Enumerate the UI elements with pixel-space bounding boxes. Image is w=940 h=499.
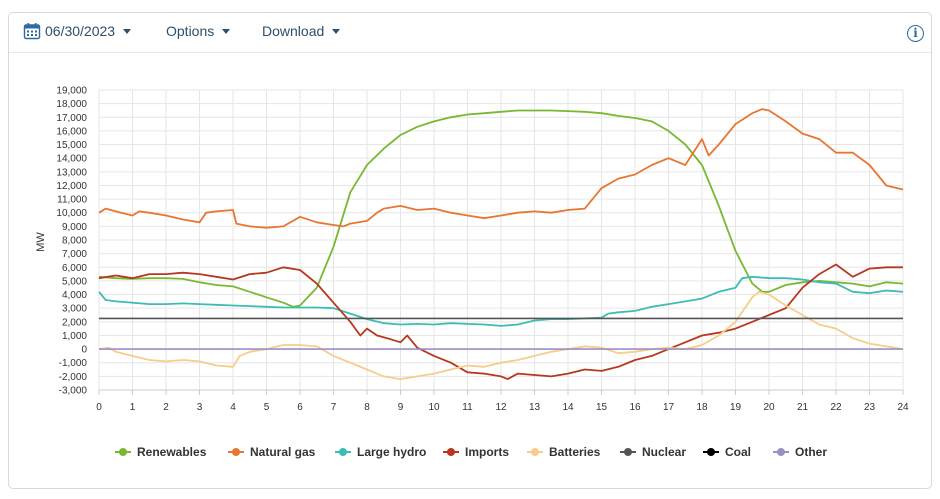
date-picker[interactable]: 06/30/2023 — [23, 22, 132, 40]
series-line-imports[interactable] — [98, 263, 903, 381]
y-axis-label: MW — [35, 232, 47, 252]
x-tick-label: 22 — [830, 402, 842, 413]
y-tick-label: -2,000 — [59, 372, 88, 383]
x-tick-label: 3 — [197, 402, 203, 413]
legend-item-renewables[interactable]: Renewables — [115, 445, 206, 459]
legend-marker-icon — [703, 447, 719, 457]
x-tick-label: 4 — [230, 402, 236, 413]
x-tick-label: 24 — [897, 402, 909, 413]
x-tick-label: 5 — [264, 402, 270, 413]
x-tick-label: 17 — [663, 402, 675, 413]
y-tick-label: 12,000 — [56, 181, 87, 192]
x-tick-label: 21 — [797, 402, 809, 413]
legend-marker-icon — [115, 447, 131, 457]
legend-item-imports[interactable]: Imports — [443, 445, 509, 459]
legend-item-nuclear[interactable]: Nuclear — [620, 445, 686, 459]
x-tick-label: 0 — [96, 402, 102, 413]
x-tick-label: 6 — [297, 402, 303, 413]
legend-label: Nuclear — [642, 445, 687, 459]
legend-marker-icon — [228, 447, 244, 457]
x-tick-label: 9 — [398, 402, 404, 413]
y-tick-label: 16,000 — [56, 126, 87, 137]
legend: Renewables Natural gas Large hydro Imports B… — [0, 445, 940, 465]
x-tick-label: 14 — [562, 402, 574, 413]
y-tick-label: -3,000 — [59, 386, 88, 397]
legend-item-natural-gas[interactable]: Natural gas — [228, 445, 315, 459]
options-dropdown[interactable]: Options — [166, 23, 231, 39]
y-tick-label: 9,000 — [62, 222, 87, 233]
legend-label: Batteries — [549, 445, 601, 459]
series-line-batteries[interactable] — [98, 290, 904, 381]
x-tick-label: 18 — [696, 402, 708, 413]
series-line-natural-gas[interactable] — [98, 108, 904, 229]
y-tick-label: 10,000 — [56, 208, 87, 219]
x-tick-label: 13 — [529, 402, 541, 413]
grid — [98, 89, 904, 391]
x-tick-label: 11 — [462, 402, 473, 413]
chevron-down-icon — [222, 28, 231, 34]
x-tick-label: 16 — [629, 402, 641, 413]
options-label: Options — [166, 23, 215, 39]
series-line-renewables[interactable] — [98, 109, 904, 308]
y-axis: -3,000 -2,000 -1,000 0 1,000 2,000 3,000 4,000 5… — [56, 86, 87, 397]
info-icon[interactable]: i — [907, 25, 924, 42]
x-tick-label: 19 — [730, 402, 742, 413]
legend-label: Large hydro — [357, 445, 427, 459]
date-label: 06/30/2023 — [45, 23, 116, 39]
y-tick-label: -1,000 — [59, 358, 88, 369]
series-line-large-hydro[interactable] — [98, 275, 904, 327]
x-tick-label: 20 — [763, 402, 775, 413]
y-tick-label: 7,000 — [62, 249, 87, 260]
x-tick-label: 23 — [864, 402, 876, 413]
download-label: Download — [262, 23, 325, 39]
y-tick-label: 4,000 — [62, 290, 87, 301]
legend-item-batteries[interactable]: Batteries — [527, 445, 600, 459]
chart-panel: 06/30/2023 Options Download i — [8, 12, 932, 489]
x-tick-label: 1 — [130, 402, 136, 413]
y-tick-label: 13,000 — [56, 167, 87, 178]
y-tick-label: 5,000 — [62, 276, 87, 287]
legend-label: Other — [795, 445, 828, 459]
legend-label: Coal — [725, 445, 752, 459]
legend-marker-icon — [335, 447, 351, 457]
y-tick-label: 8,000 — [62, 236, 87, 247]
y-tick-label: 3,000 — [62, 304, 87, 315]
y-tick-label: 6,000 — [62, 263, 87, 274]
x-tick-label: 2 — [163, 402, 169, 413]
x-tick-label: 8 — [364, 402, 370, 413]
legend-item-large-hydro[interactable]: Large hydro — [335, 445, 426, 459]
legend-item-coal[interactable]: Coal — [703, 445, 751, 459]
y-tick-label: 17,000 — [56, 113, 87, 124]
y-tick-label: 18,000 — [56, 99, 87, 110]
legend-marker-icon — [443, 447, 459, 457]
legend-marker-icon — [527, 447, 543, 457]
x-tick-label: 15 — [596, 402, 608, 413]
y-tick-label: 11,000 — [57, 195, 87, 206]
series-lines — [98, 108, 904, 381]
chart-toolbar: 06/30/2023 Options Download i — [9, 13, 931, 53]
chevron-down-icon — [332, 28, 341, 34]
download-dropdown[interactable]: Download — [262, 23, 341, 39]
legend-label: Natural gas — [250, 445, 316, 459]
y-tick-label: 14,000 — [56, 154, 87, 165]
legend-label: Imports — [465, 445, 510, 459]
legend-marker-icon — [773, 447, 789, 457]
y-tick-label: 0 — [81, 345, 87, 356]
legend-item-other[interactable]: Other — [773, 445, 827, 459]
x-axis: 0 1 2 3 4 5 6 7 8 9 10 11 12 13 14 15 16 17 18 19 20 21 22 23 24 — [96, 389, 909, 413]
chevron-down-icon — [123, 28, 132, 34]
y-tick-label: 19,000 — [56, 86, 87, 97]
y-tick-label: 1,000 — [62, 331, 87, 342]
legend-marker-icon — [620, 447, 636, 457]
legend-label: Renewables — [137, 445, 207, 459]
x-tick-label: 7 — [331, 402, 337, 413]
y-tick-label: 15,000 — [56, 140, 87, 151]
x-tick-label: 10 — [428, 402, 440, 413]
x-tick-label: 12 — [495, 402, 507, 413]
y-tick-label: 2,000 — [62, 317, 87, 328]
calendar-icon — [23, 22, 41, 40]
